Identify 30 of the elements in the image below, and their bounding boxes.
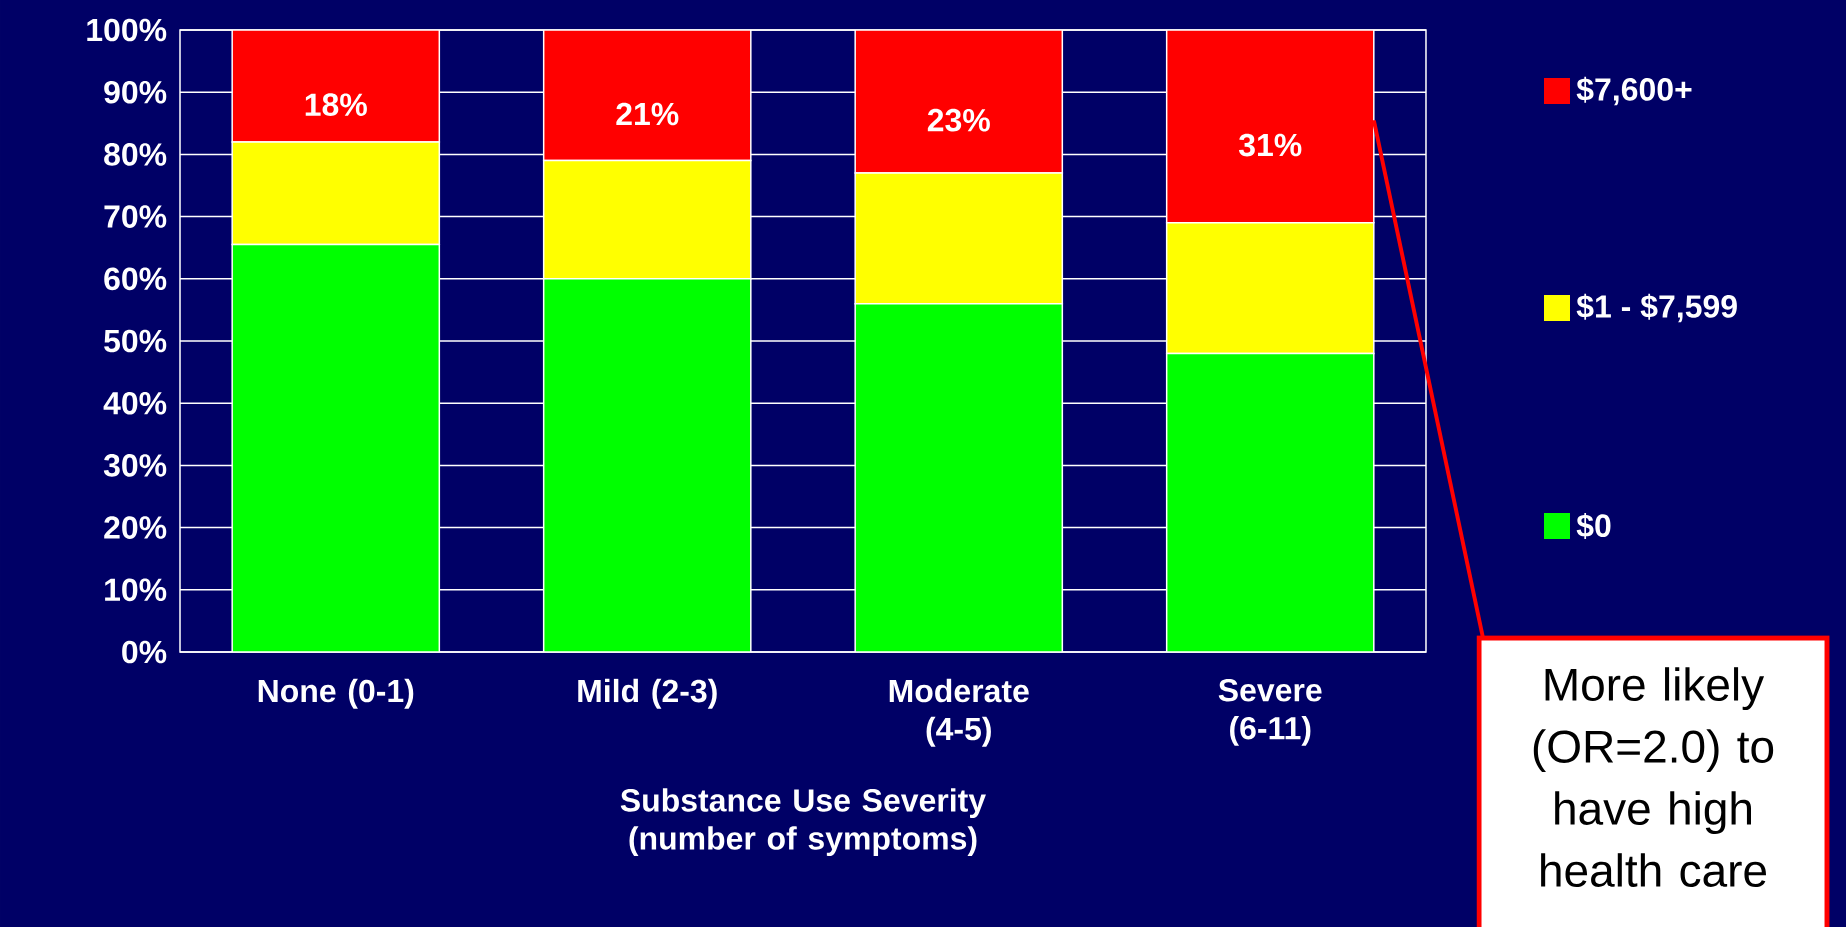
- legend-label: $0: [1576, 512, 1611, 540]
- y-tick-label: 80%: [104, 143, 167, 166]
- y-tick-label: 100%: [87, 18, 167, 42]
- bar: [854, 302, 1064, 652]
- y-tick-label: 90%: [104, 80, 167, 104]
- y-tick-label: 50%: [104, 329, 167, 353]
- bar: [231, 243, 441, 652]
- y-tick-label: 60%: [104, 267, 167, 291]
- y-tick-label: 0%: [122, 640, 167, 664]
- bar: [542, 278, 752, 652]
- x-tick-label: Mild (2-3): [578, 678, 717, 709]
- y-tick-label: 70%: [104, 205, 167, 228]
- y-tick-label: 40%: [103, 391, 167, 415]
- text: More likely (OR=2.0) to have high health care: [1533, 667, 1774, 887]
- bar: [231, 29, 441, 143]
- x-axis-title: Substance Use Severity (number of symptoms): [620, 788, 986, 857]
- x-tick-label: Severe (6-11): [1218, 678, 1322, 746]
- legend-label: $7,600+: [1576, 76, 1692, 106]
- y-tick-label: 20%: [104, 516, 167, 539]
- y-tick-label: 10%: [105, 578, 167, 602]
- bar: [542, 29, 752, 162]
- data-label: 18%: [305, 93, 367, 116]
- legend-label: $1 - $7,599: [1576, 293, 1737, 323]
- data-label: 23%: [927, 108, 990, 132]
- data-label: 31%: [1238, 133, 1302, 157]
- y-tick-label: 30%: [103, 454, 167, 477]
- bar: [854, 29, 1064, 174]
- x-tick-label: Moderate (4-5): [889, 678, 1029, 747]
- x-tick-label: None (0-1): [258, 678, 414, 709]
- data-label: 21%: [616, 102, 679, 126]
